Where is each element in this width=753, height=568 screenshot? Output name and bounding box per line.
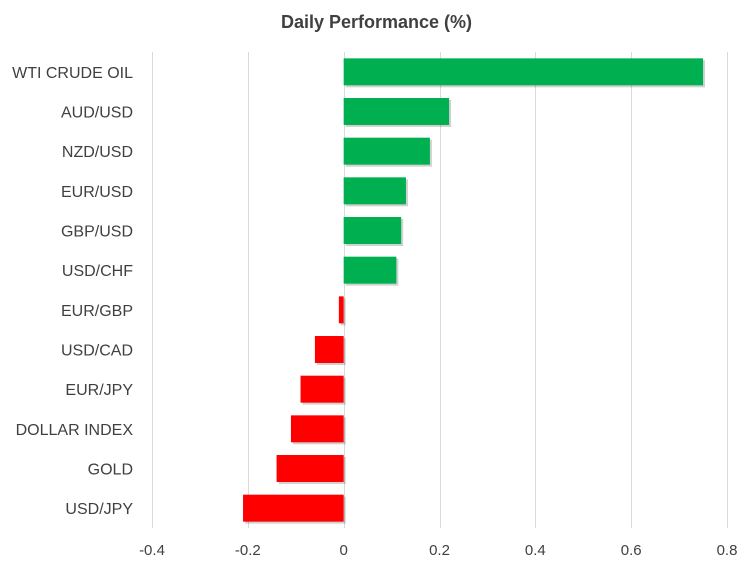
x-tick-labels: -0.4 -0.2 0 0.2 0.4 0.6 0.8 <box>139 542 737 559</box>
category-label: NZD/USD <box>62 144 133 161</box>
category-label: EUR/GBP <box>61 303 133 320</box>
bar <box>300 375 344 403</box>
bar <box>338 296 344 324</box>
x-tick-label: -0.4 <box>139 542 165 559</box>
category-label: USD/JPY <box>65 501 133 518</box>
category-label: GBP/USD <box>61 224 133 241</box>
x-tick-label: 0.2 <box>429 542 450 559</box>
bar <box>290 415 344 443</box>
x-tick-label: 0.6 <box>621 542 642 559</box>
bar <box>343 256 397 284</box>
bar <box>343 98 450 125</box>
category-label: USD/CAD <box>61 343 133 360</box>
gridlines <box>152 52 728 528</box>
x-tick-label: -0.2 <box>235 542 261 559</box>
chart-title: Daily Performance (%) <box>280 12 473 32</box>
bar <box>343 58 704 86</box>
category-label: AUD/USD <box>61 105 133 122</box>
category-label: EUR/JPY <box>65 382 133 399</box>
bar <box>314 336 344 363</box>
bars <box>243 58 706 524</box>
bar <box>343 217 402 244</box>
x-tick-label: 0 <box>339 542 347 559</box>
category-label: WTI CRUDE OIL <box>12 65 133 82</box>
bar <box>276 455 344 482</box>
category-label: EUR/USD <box>61 184 133 201</box>
bar <box>343 177 406 205</box>
category-label: GOLD <box>88 462 133 479</box>
bar <box>243 494 344 522</box>
bar <box>343 137 430 165</box>
x-tick-label: 0.4 <box>525 542 546 559</box>
category-labels: WTI CRUDE OIL AUD/USD NZD/USD EUR/USD GBP/US… <box>12 65 133 518</box>
x-tick-label: 0.8 <box>717 542 738 559</box>
category-label: DOLLAR INDEX <box>16 422 134 439</box>
category-label: USD/CHF <box>62 263 133 280</box>
